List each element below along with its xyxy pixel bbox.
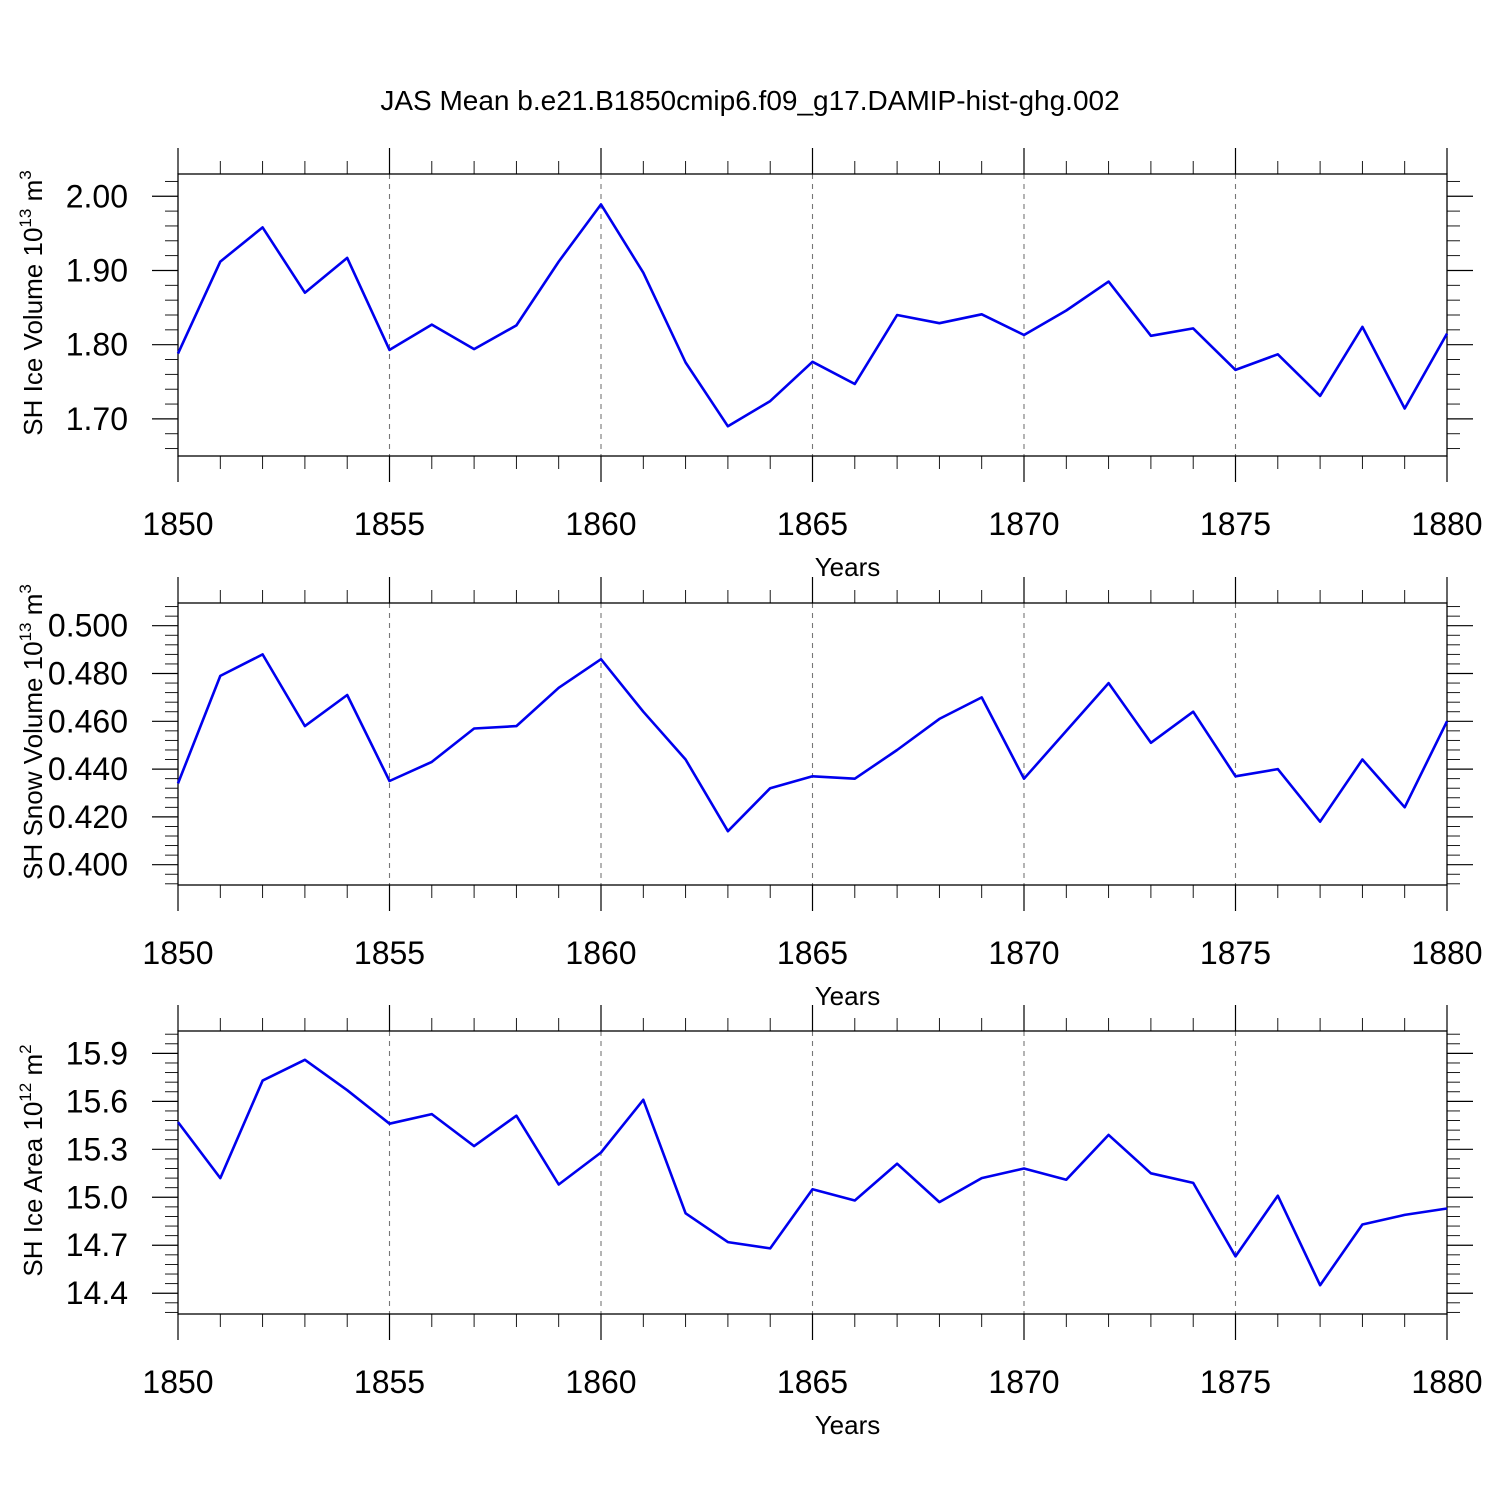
y-axis-label-part: m (18, 1054, 48, 1083)
panel-2: 1850 1855 1860 1865 1870 1875 1880 0.400 0.420 0.… (16, 577, 1483, 1011)
y-tick-label: 0.480 (48, 656, 128, 692)
y-tick-label: 0.500 (48, 608, 128, 644)
y-axis-label-part: 13 (16, 622, 35, 641)
x-tick-label: 1875 (1200, 506, 1271, 542)
y-tick-label: 15.0 (66, 1179, 128, 1215)
y-axis-label-part: 13 (16, 209, 35, 228)
y-tick-label: 0.400 (48, 847, 128, 883)
series-line (176, 653, 1449, 833)
x-tick-label: 1870 (988, 1364, 1059, 1400)
y-axis-label-part: 3 (16, 170, 35, 179)
y-axis-label-part: SH Ice Area 10 (18, 1102, 48, 1277)
x-tick-label: 1850 (142, 506, 213, 542)
y-tick-label: 1.70 (66, 401, 128, 437)
y-axis-label-part: SH Ice Volume 10 (18, 228, 48, 436)
x-tick-label: 1855 (354, 1364, 425, 1400)
x-tick-label: 1860 (565, 935, 636, 971)
x-tick-label: 1865 (777, 935, 848, 971)
x-tick-label: 1875 (1200, 935, 1271, 971)
y-axis-label: SH Ice Area 1012 m2 (16, 1044, 48, 1276)
x-tick-label: 1875 (1200, 1364, 1271, 1400)
panel-3: 1850 1855 1860 1865 1870 1875 1880 14.4 14.7 15.0… (16, 1005, 1483, 1440)
series-line (176, 203, 1449, 428)
y-tick-label: 15.6 (66, 1083, 128, 1119)
y-tick-label: 15.9 (66, 1035, 128, 1071)
x-tick-label: 1865 (777, 506, 848, 542)
x-axis-label: Years (815, 552, 881, 582)
y-tick-label: 0.460 (48, 703, 128, 739)
x-tick-label: 1850 (142, 1364, 213, 1400)
x-axis-label: Years (815, 1410, 881, 1440)
y-tick-label: 15.3 (66, 1131, 128, 1167)
x-tick-label: 1850 (142, 935, 213, 971)
y-tick-label: 1.90 (66, 252, 128, 288)
y-tick-label: 0.420 (48, 799, 128, 835)
y-tick-label: 2.00 (66, 178, 128, 214)
x-axis-label: Years (815, 981, 881, 1011)
y-axis-label: SH Ice Volume 1013 m3 (16, 170, 48, 435)
series-line (176, 1058, 1448, 1287)
x-tick-label: 1880 (1411, 506, 1482, 542)
panels-container: 1850 1855 1860 1865 1870 1875 1880 1.70 1.80 1.90… (16, 148, 1483, 1440)
x-tick-label: 1855 (354, 935, 425, 971)
chart-title: JAS Mean b.e21.B1850cmip6.f09_g17.DAMIP-… (380, 85, 1119, 116)
x-tick-label: 1870 (988, 506, 1059, 542)
y-axis-label-part: SH Snow Volume 10 (18, 641, 48, 879)
y-axis-label-part: 12 (16, 1083, 35, 1102)
y-axis-label-part: 2 (16, 1044, 35, 1053)
y-axis-label-part: m (18, 180, 48, 209)
x-tick-label: 1870 (988, 935, 1059, 971)
y-tick-label: 1.80 (66, 327, 128, 363)
y-tick-label: 14.7 (66, 1227, 128, 1263)
y-axis-label-part: 3 (16, 584, 35, 593)
x-tick-label: 1880 (1411, 1364, 1482, 1400)
x-tick-label: 1860 (565, 1364, 636, 1400)
x-tick-label: 1865 (777, 1364, 848, 1400)
y-axis-label: SH Snow Volume 1013 m3 (16, 584, 48, 880)
x-tick-label: 1860 (565, 506, 636, 542)
x-tick-label: 1880 (1411, 935, 1482, 971)
panel-1: 1850 1855 1860 1865 1870 1875 1880 1.70 1.80 1.90… (16, 148, 1483, 582)
y-tick-label: 0.440 (48, 751, 128, 787)
y-axis-label-part: m (18, 594, 48, 623)
x-tick-label: 1855 (354, 506, 425, 542)
y-tick-label: 14.4 (66, 1275, 128, 1311)
